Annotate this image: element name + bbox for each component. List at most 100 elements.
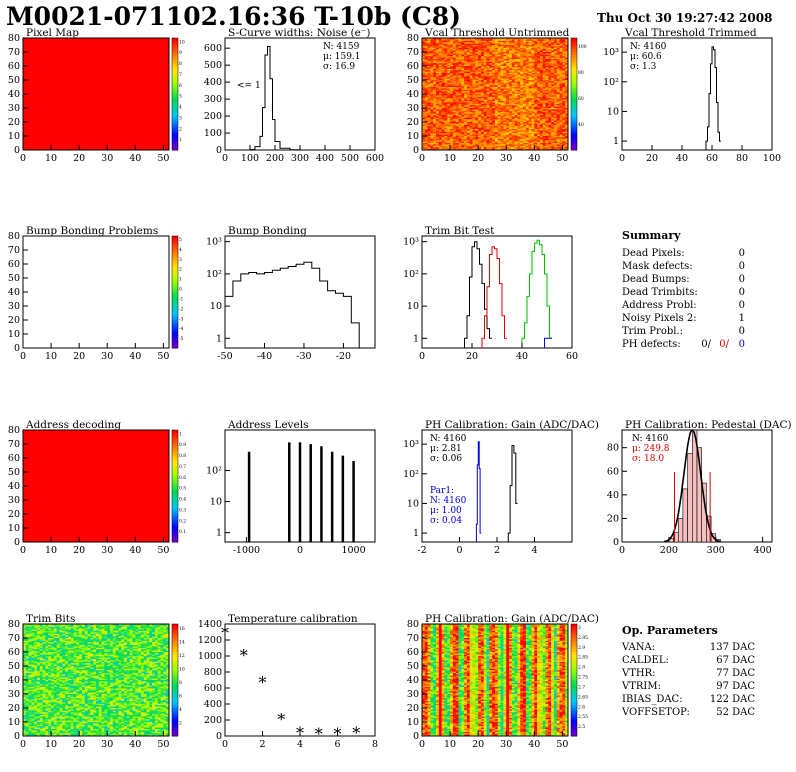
vcal-untrimmed-cell xyxy=(441,102,445,105)
vcal-untrimmed-cell xyxy=(520,102,524,105)
vcal-untrimmed-cell xyxy=(542,145,546,148)
vcal-untrimmed-cell xyxy=(486,131,490,134)
vcal-untrimmed-cell xyxy=(464,145,468,148)
vcal-untrimmed-cell xyxy=(531,53,535,56)
vcal-untrimmed-cell xyxy=(450,144,454,147)
vcal-untrimmed-cell xyxy=(545,129,549,131)
vcal-untrimmed-cell xyxy=(495,106,499,109)
trim-bits-cell xyxy=(23,703,27,706)
vcal-untrimmed-cell xyxy=(548,60,552,63)
trim-bits-cell xyxy=(28,709,32,712)
vcal-untrimmed-cell xyxy=(553,144,558,147)
vcal-untrimmed-cell xyxy=(478,109,482,112)
vcal-untrimmed-cell xyxy=(551,131,555,134)
vcal-untrimmed-cell xyxy=(480,64,485,67)
vcal-untrimmed-cell xyxy=(430,59,434,61)
vcal-untrimmed-cell xyxy=(562,78,566,81)
vcal-untrimmed-cell xyxy=(438,113,443,116)
vcal-untrimmed-cell xyxy=(433,105,437,107)
vcal-untrimmed-cell xyxy=(525,85,530,88)
vcal-untrimmed-cell xyxy=(520,63,524,65)
bump-problems-palette xyxy=(172,244,178,248)
trim-bits-cell xyxy=(31,629,35,632)
vcal-untrimmed-cell xyxy=(444,115,448,117)
trim-bits-cell xyxy=(25,691,30,693)
vcal-untrimmed-cell xyxy=(455,120,459,123)
vcal-untrimmed-cell xyxy=(517,143,521,145)
vcal-untrimmed-cell xyxy=(458,87,462,89)
vcal-untrimmed-cell xyxy=(551,108,555,110)
vcal-untrimmed-cell xyxy=(495,80,499,82)
vcal-untrimmed-cell xyxy=(534,131,538,134)
vcal-untrimmed-cell xyxy=(492,127,496,130)
vcal-untrimmed-cell xyxy=(492,85,496,88)
vcal-untrimmed-cell xyxy=(475,82,479,85)
vcal-untrimmed-cell xyxy=(458,94,462,96)
trim-bits-cell xyxy=(25,631,30,633)
vcal-untrimmed-cell xyxy=(478,61,482,64)
vcal-untrimmed-cell xyxy=(458,54,462,57)
vcal-untrimmed-cell xyxy=(492,110,496,113)
vcal-untrimmed-cell xyxy=(531,38,535,40)
vcal-untrimmed-cell xyxy=(511,84,516,86)
vcal-untrimmed-cell xyxy=(509,144,513,147)
vcal-untrimmed-cell xyxy=(452,101,457,103)
vcal-untrimmed-cell xyxy=(511,71,516,74)
trim-bits-cell xyxy=(31,659,35,661)
vcal-untrimmed-cell xyxy=(489,131,493,134)
trim-bits-cell xyxy=(28,643,32,646)
vcal-untrimmed-cell xyxy=(523,115,527,117)
vcal-untrimmed-cell xyxy=(565,82,569,85)
vcal-untrimmed-cell xyxy=(509,56,513,58)
vcal-untrimmed-cell xyxy=(461,42,465,44)
vcal-untrimmed-cell xyxy=(464,143,468,145)
vcal-untrimmed-cell xyxy=(422,45,426,47)
vcal-untrimmed-cell xyxy=(545,64,549,67)
vcal-untrimmed-cell xyxy=(455,119,459,121)
vcal-untrimmed-cell xyxy=(565,50,569,53)
vcal-untrimmed-cell xyxy=(478,73,482,75)
vcal-untrimmed-cell xyxy=(458,42,462,44)
vcal-untrimmed-cell xyxy=(436,60,440,63)
trim-bits-cell xyxy=(23,649,27,651)
vcal-untrimmed-cell xyxy=(475,134,479,137)
trim-bits-cell xyxy=(25,733,30,735)
vcal-untrimmed-cell xyxy=(559,63,563,65)
vcal-untrimmed-cell xyxy=(534,147,538,149)
address-decoding-palette-label: 0.3 xyxy=(179,507,186,513)
pixel-map-palette xyxy=(172,119,178,123)
vcal-untrimmed-cell xyxy=(503,94,507,96)
vcal-untrimmed-cell xyxy=(430,144,434,147)
vcal-untrimmed-cell xyxy=(551,67,555,70)
vcal-untrimmed-cell xyxy=(441,84,445,86)
vcal-untrimmed-cell xyxy=(483,140,487,142)
vcal-untrimmed-cell xyxy=(475,61,479,64)
vcal-untrimmed-cell xyxy=(497,115,502,117)
vcal-untrimmed-cell xyxy=(500,137,504,140)
vcal-untrimmed-cell xyxy=(458,138,462,141)
vcal-untrimmed-cell xyxy=(466,103,471,106)
vcal-untrimmed-cell xyxy=(531,45,535,47)
vcal-untrimmed-cell xyxy=(441,106,445,109)
vcal-untrimmed-cell xyxy=(565,43,569,46)
trim-bits-cell xyxy=(31,681,35,684)
vcal-untrimmed-cell xyxy=(545,77,549,79)
vcal-untrimmed-cell xyxy=(422,53,426,56)
vcal-untrimmed-cell xyxy=(480,108,485,110)
vcal-untrimmed-cell xyxy=(450,99,454,102)
vcal-untrimmed-cell xyxy=(553,101,558,103)
vcal-untrimmed-cell xyxy=(565,84,569,86)
vcal-untrimmed-cell xyxy=(520,108,524,110)
vcal-untrimmed-cell xyxy=(506,101,510,103)
vcal-untrimmed-cell xyxy=(548,99,552,102)
trim-bits-cell xyxy=(28,684,32,686)
vcal-untrimmed-cell xyxy=(444,57,448,60)
vcal-untrimmed-cell xyxy=(447,115,451,117)
vcal-untrimmed-cell xyxy=(545,94,549,96)
vcal-untrimmed-cell xyxy=(553,88,558,91)
stats-text: μ: 2.81 xyxy=(430,444,462,454)
vcal-untrimmed-cell xyxy=(464,99,468,102)
trim-bits-cell xyxy=(23,657,27,660)
vcal-untrimmed-cell xyxy=(492,87,496,89)
vcal-untrimmed-cell xyxy=(438,116,443,119)
